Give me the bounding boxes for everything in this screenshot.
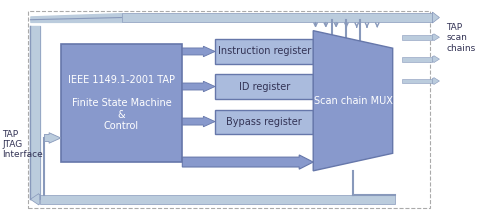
FancyArrow shape [182, 46, 215, 57]
Polygon shape [313, 31, 393, 171]
FancyArrow shape [432, 12, 440, 23]
Text: TAP
scan
chains: TAP scan chains [446, 23, 476, 53]
FancyArrow shape [432, 34, 440, 41]
Text: Instruction register: Instruction register [217, 46, 311, 57]
Bar [121, 13, 432, 22]
Bar [40, 195, 395, 204]
Bar [215, 110, 313, 134]
Text: TAP
JTAG
Interface: TAP JTAG Interface [2, 130, 43, 159]
Bar [61, 44, 182, 162]
FancyArrow shape [182, 155, 313, 169]
Bar [215, 74, 313, 99]
Text: IEEE 1149.1-2001 TAP

Finite State Machine
&
Control: IEEE 1149.1-2001 TAP Finite State Machin… [68, 75, 175, 131]
Bar [402, 35, 432, 40]
Bar [402, 57, 432, 62]
Bar [28, 11, 430, 208]
Bar [402, 79, 432, 83]
FancyArrow shape [182, 116, 215, 127]
Text: Scan chain MUX: Scan chain MUX [313, 96, 392, 106]
FancyArrow shape [432, 78, 440, 85]
FancyArrow shape [432, 56, 440, 63]
FancyArrow shape [30, 194, 40, 205]
Bar [215, 39, 313, 64]
Text: ID register: ID register [239, 81, 290, 92]
Text: Bypass register: Bypass register [226, 117, 302, 127]
FancyArrow shape [45, 133, 61, 143]
FancyArrow shape [182, 81, 215, 92]
